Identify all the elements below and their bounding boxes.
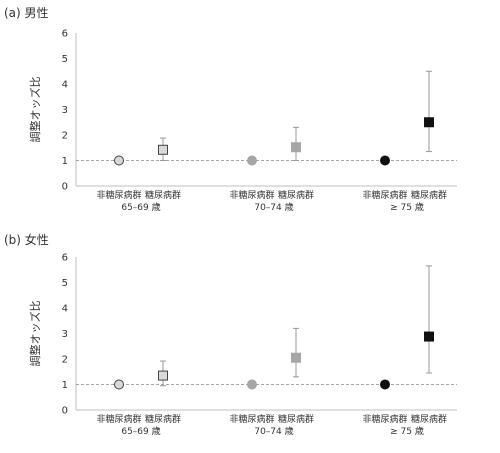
- x-category-label: 糖尿病群: [411, 413, 447, 425]
- x-category-label: 糖尿病群: [145, 189, 181, 201]
- y-axis-label: 調整オッズ比: [28, 77, 42, 143]
- y-tick-label: 0: [62, 406, 68, 417]
- y-tick-label: 4: [62, 80, 68, 91]
- data-point-circle: [114, 155, 124, 166]
- x-category-label: 非糖尿病群: [229, 413, 274, 425]
- chart-title: (b) 女性: [4, 232, 49, 247]
- x-category-label: 非糖尿病群: [229, 189, 274, 201]
- x-group-label: 65–69 歳: [121, 201, 160, 213]
- y-axis-label: 調整オッズ比: [28, 301, 42, 367]
- x-category-label: 非糖尿病群: [96, 413, 141, 425]
- x-group-label: 70–74 歳: [254, 425, 293, 437]
- data-point-circle: [380, 379, 390, 390]
- x-category-label: 非糖尿病群: [362, 189, 407, 201]
- y-tick-label: 4: [62, 304, 68, 315]
- x-group-label: 70–74 歳: [254, 201, 293, 213]
- x-category-label: 非糖尿病群: [96, 189, 141, 201]
- y-tick-label: 5: [62, 54, 68, 65]
- y-tick-label: 6: [62, 253, 68, 264]
- data-point-circle: [247, 155, 257, 166]
- data-point-square: [158, 144, 168, 155]
- y-tick-label: 5: [62, 278, 68, 289]
- data-point-square: [291, 352, 301, 363]
- x-category-label: 糖尿病群: [278, 189, 314, 201]
- x-group-label: 65–69 歳: [121, 425, 160, 437]
- x-category-label: 非糖尿病群: [362, 413, 407, 425]
- x-category-label: 糖尿病群: [411, 189, 447, 201]
- x-category-label: 糖尿病群: [145, 413, 181, 425]
- data-point-square: [424, 331, 434, 342]
- y-tick-label: 6: [62, 29, 68, 40]
- y-tick-label: 0: [62, 182, 68, 193]
- data-point-circle: [380, 155, 390, 166]
- y-tick-label: 3: [62, 329, 68, 340]
- data-point-circle: [114, 379, 124, 390]
- y-tick-label: 3: [62, 105, 68, 116]
- data-point-circle: [247, 379, 257, 390]
- data-point-square: [158, 370, 168, 381]
- y-tick-label: 2: [62, 131, 68, 142]
- data-point-square: [424, 117, 434, 128]
- y-tick-label: 1: [62, 380, 68, 391]
- x-group-label: ≥ 75 歳: [390, 201, 424, 213]
- y-tick-label: 2: [62, 355, 68, 366]
- y-tick-label: 1: [62, 156, 68, 167]
- chart-title: (a) 男性: [4, 6, 49, 20]
- data-point-square: [291, 142, 301, 153]
- x-group-label: ≥ 75 歳: [390, 425, 424, 437]
- x-category-label: 糖尿病群: [278, 413, 314, 425]
